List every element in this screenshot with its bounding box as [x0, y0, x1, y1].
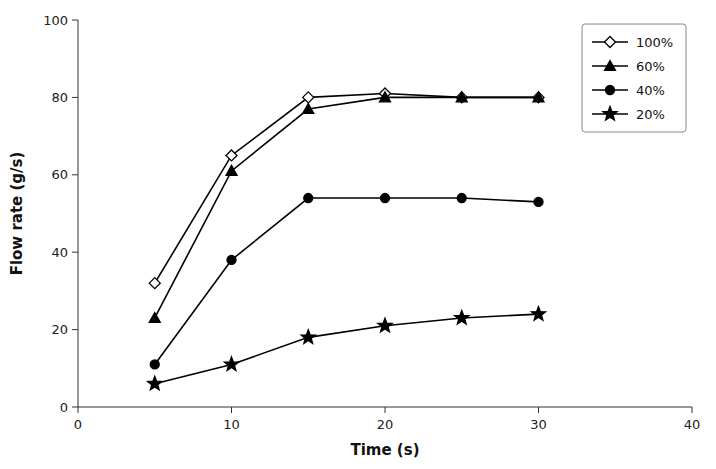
x-tick-label: 20: [377, 417, 394, 432]
data-point: [149, 278, 160, 289]
series-line: [155, 314, 539, 384]
x-tick: [231, 407, 232, 413]
y-tick-label: 20: [51, 322, 68, 337]
data-point: [224, 357, 238, 371]
y-tick: [72, 329, 78, 330]
y-axis-label: Flow rate (g/s): [8, 152, 26, 276]
legend-label: 40%: [636, 83, 665, 98]
y-tick: [72, 407, 78, 408]
x-tick-label: 40: [684, 417, 701, 432]
data-point: [534, 197, 543, 206]
data-point: [150, 360, 159, 369]
data-point: [148, 376, 162, 390]
legend-marker: [606, 86, 615, 95]
legend-label: 100%: [636, 35, 673, 50]
chart: 0 10 20 30 40 0 20 40 60 80 100 Time (s) Flow rate (…: [0, 0, 716, 469]
x-tick-label: 10: [223, 417, 240, 432]
y-tick: [72, 97, 78, 98]
legend-label: 20%: [636, 107, 665, 122]
data-point: [457, 194, 466, 203]
data-point: [303, 92, 314, 103]
data-point: [533, 92, 544, 102]
y-tick: [72, 20, 78, 21]
y-tick-label: 0: [60, 400, 68, 415]
data-point: [380, 92, 391, 102]
y-tick: [72, 174, 78, 175]
data-point: [304, 194, 313, 203]
legend-marker: [603, 107, 617, 121]
y-tick-label: 40: [51, 245, 68, 260]
y-tick-label: 80: [51, 90, 68, 105]
series-line: [155, 94, 539, 284]
x-tick-label: 30: [530, 417, 547, 432]
data-point: [303, 104, 314, 114]
x-tick: [538, 407, 539, 413]
data-point: [378, 318, 392, 332]
legend-box: [582, 24, 686, 132]
y-axis: [78, 20, 79, 407]
plot-area: [148, 88, 546, 390]
x-tick: [385, 407, 386, 413]
y-tick-label: 100: [43, 13, 68, 28]
data-point: [381, 194, 390, 203]
legend: 100% 60% 40% 20%: [582, 24, 686, 132]
legend-label: 60%: [636, 59, 665, 74]
data-point: [456, 92, 467, 102]
y-tick-label: 60: [51, 167, 68, 182]
data-point: [455, 310, 469, 324]
data-point: [227, 255, 236, 264]
legend-marker: [605, 61, 616, 71]
series-line: [155, 198, 539, 364]
data-point: [226, 150, 237, 161]
data-point: [149, 312, 160, 322]
data-point: [301, 330, 315, 344]
data-point: [226, 165, 237, 175]
x-tick-label: 0: [74, 417, 82, 432]
x-tick: [692, 407, 693, 413]
legend-marker: [605, 37, 616, 48]
y-tick: [72, 252, 78, 253]
x-tick: [78, 407, 79, 413]
data-point: [531, 307, 545, 321]
x-axis-label: Time (s): [350, 441, 419, 459]
